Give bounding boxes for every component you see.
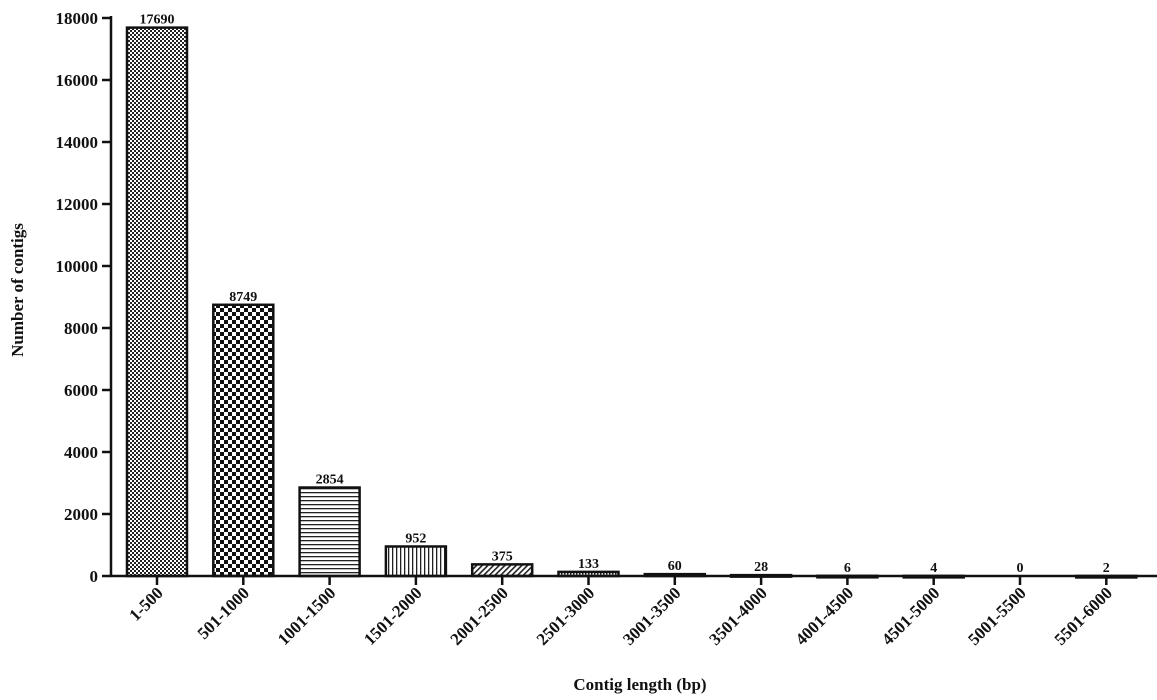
- x-tick-label: 4001-4500: [792, 583, 858, 649]
- y-tick-label: 0: [90, 567, 99, 586]
- bar-1-500: [125, 26, 189, 578]
- value-labels-group: 17690 8749 2854 952 375 133 60 28 6 4 0 2: [140, 13, 1110, 576]
- data-label: 17690: [140, 13, 175, 28]
- y-axis-ticks: 0 2000 4000 6000 8000 10000 12000 14000 16000 180…: [56, 9, 111, 586]
- data-label: 952: [405, 531, 426, 546]
- data-label: 133: [578, 557, 599, 572]
- x-tick-label: 2501-3000: [533, 583, 599, 649]
- y-tick-label: 4000: [64, 443, 98, 462]
- x-tick-label: 4501-5000: [878, 583, 944, 649]
- data-label: 2854: [316, 473, 344, 488]
- y-tick-label: 18000: [56, 9, 99, 28]
- bar-2001-2500: [470, 563, 534, 578]
- bar-1001-1500: [298, 486, 361, 578]
- data-label: 28: [754, 560, 768, 575]
- x-tick-label: 501-1000: [194, 583, 254, 643]
- bar-501-1000: [212, 303, 275, 578]
- y-tick-label: 14000: [56, 133, 99, 152]
- data-label: 60: [668, 559, 682, 574]
- data-label: 0: [1017, 561, 1024, 576]
- x-tick-label: 3001-3500: [619, 583, 685, 649]
- y-tick-label: 10000: [56, 257, 99, 276]
- x-tick-label: 5001-5500: [964, 583, 1030, 649]
- bars-group: [125, 26, 1138, 579]
- data-label: 4: [930, 561, 937, 576]
- x-tick-label: 1001-1500: [274, 583, 340, 649]
- x-axis-title: Contig length (bp): [573, 675, 706, 694]
- y-tick-label: 2000: [64, 505, 98, 524]
- y-tick-label: 12000: [56, 195, 99, 214]
- data-label: 375: [492, 549, 513, 564]
- bar-1501-2000: [384, 545, 448, 578]
- y-axis-title: Number of contigs: [8, 223, 27, 357]
- data-label: 6: [844, 561, 851, 576]
- x-tick-label: 2001-2500: [446, 583, 512, 649]
- data-label: 8749: [229, 290, 257, 305]
- x-tick-label: 3501-4000: [705, 583, 771, 649]
- y-tick-label: 8000: [64, 319, 98, 338]
- y-tick-label: 6000: [64, 381, 98, 400]
- data-label: 2: [1103, 561, 1110, 576]
- x-axis-ticks: 1-500 501-1000 1001-1500 1501-2000 2001-2500…: [125, 576, 1116, 649]
- x-tick-label: 5501-6000: [1051, 583, 1117, 649]
- y-tick-label: 16000: [56, 71, 99, 90]
- x-tick-label: 1-500: [125, 583, 166, 624]
- x-tick-label: 1501-2000: [360, 583, 426, 649]
